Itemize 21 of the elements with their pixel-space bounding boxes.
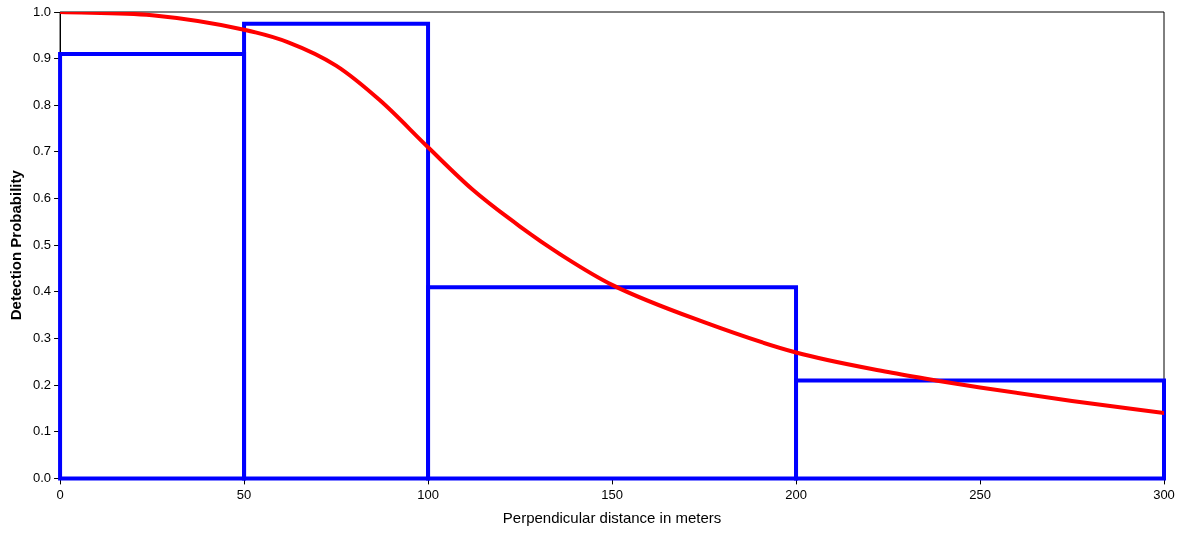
y-axis-title: Detection Probability bbox=[7, 169, 25, 321]
y-tick-label: 0.3 bbox=[32, 330, 52, 346]
x-tick-label: 100 bbox=[417, 486, 439, 502]
x-tick-label: 300 bbox=[1153, 486, 1175, 502]
y-tick-label: 0.5 bbox=[32, 236, 52, 252]
x-tick-label: 0 bbox=[56, 486, 64, 502]
x-axis-title: Perpendicular distance in meters bbox=[502, 509, 722, 527]
y-tick-label: 0.6 bbox=[32, 190, 52, 206]
y-tick-label: 0.7 bbox=[32, 143, 52, 159]
y-tick-label: 0.0 bbox=[32, 469, 52, 485]
x-tick-label: 50 bbox=[236, 486, 252, 502]
y-tick-label: 0.8 bbox=[32, 96, 52, 112]
x-tick-label: 250 bbox=[969, 486, 991, 502]
y-tick-label: 0.1 bbox=[32, 423, 52, 439]
y-tick-label: 1.0 bbox=[32, 3, 52, 19]
x-tick-label: 200 bbox=[785, 486, 807, 502]
x-tick-label: 150 bbox=[601, 486, 623, 502]
y-tick-label: 0.2 bbox=[32, 376, 52, 392]
y-tick-label: 0.4 bbox=[32, 283, 52, 299]
line-series bbox=[60, 12, 1164, 416]
y-tick-label: 0.9 bbox=[32, 50, 52, 66]
